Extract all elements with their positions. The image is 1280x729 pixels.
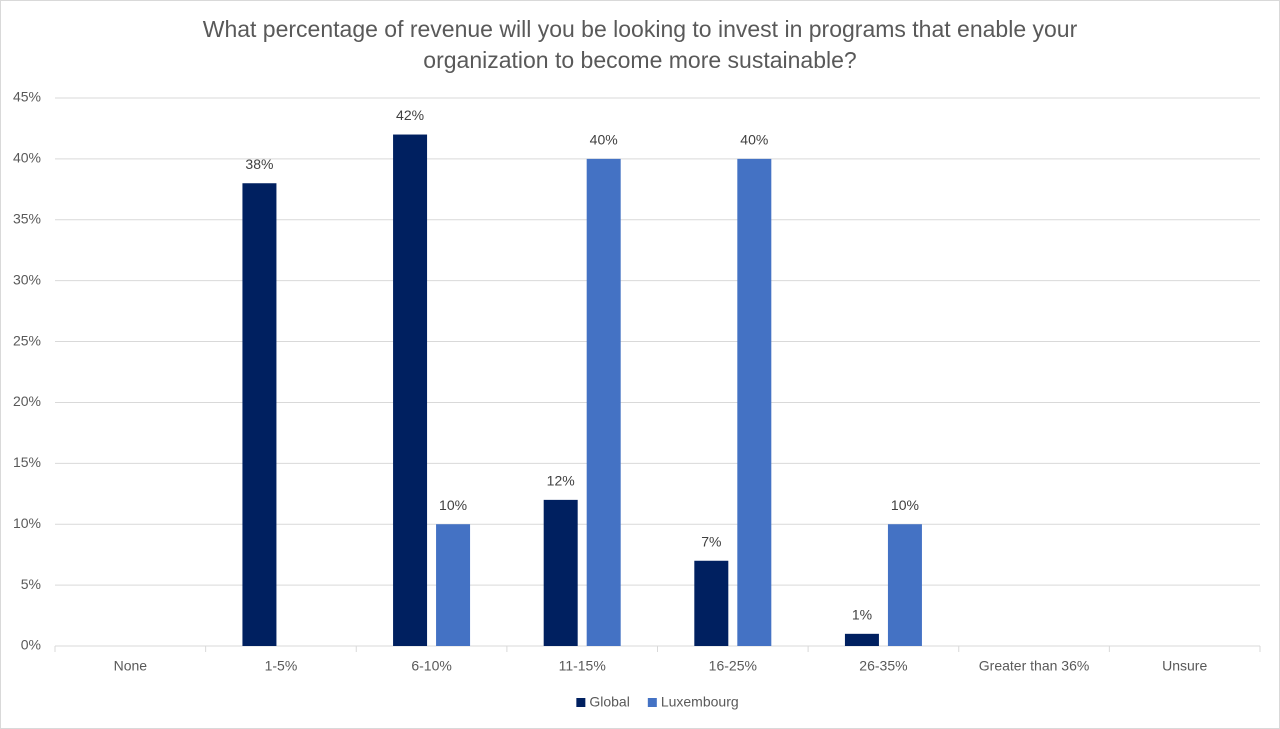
data-label: 40%	[590, 132, 618, 148]
data-label: 7%	[701, 533, 721, 549]
bar	[586, 158, 621, 646]
bar	[242, 183, 277, 646]
legend-swatch	[647, 698, 657, 707]
bar	[436, 524, 471, 646]
x-tick-label: 1-5%	[265, 658, 298, 674]
x-tick-label: 11-15%	[559, 658, 606, 674]
legend-label: Global	[589, 694, 629, 710]
x-tick-label: 16-25%	[709, 658, 757, 674]
bar	[737, 158, 772, 646]
data-label: 38%	[245, 156, 273, 172]
bar	[694, 560, 729, 646]
data-label: 10%	[891, 497, 919, 513]
y-tick-label: 45%	[13, 89, 41, 105]
y-tick-label: 25%	[13, 332, 41, 348]
x-tick-label: None	[114, 658, 148, 674]
y-tick-label: 10%	[13, 515, 41, 531]
y-tick-label: 20%	[13, 393, 41, 409]
y-tick-label: 5%	[21, 576, 41, 592]
legend-swatch	[576, 698, 586, 707]
y-tick-label: 15%	[13, 454, 41, 470]
data-label: 12%	[547, 473, 575, 489]
data-label: 10%	[439, 497, 467, 513]
y-tick-label: 40%	[13, 150, 41, 166]
x-tick-label: 6-10%	[411, 658, 451, 674]
data-label: 42%	[396, 107, 424, 123]
y-tick-label: 0%	[21, 637, 41, 653]
chart-title: What percentage of revenue will you be l…	[202, 16, 1078, 73]
legend-label: Luxembourg	[661, 694, 739, 710]
x-tick-label: Greater than 36%	[979, 658, 1090, 674]
x-tick-label: 26-35%	[859, 658, 907, 674]
bar	[887, 524, 922, 646]
y-tick-label: 30%	[13, 271, 41, 287]
data-label: 1%	[852, 607, 872, 623]
x-tick-label: Unsure	[1162, 658, 1207, 674]
bar	[393, 134, 428, 647]
y-tick-label: 35%	[13, 210, 41, 226]
bar	[844, 633, 879, 646]
bar	[543, 499, 578, 646]
data-label: 40%	[740, 132, 768, 148]
